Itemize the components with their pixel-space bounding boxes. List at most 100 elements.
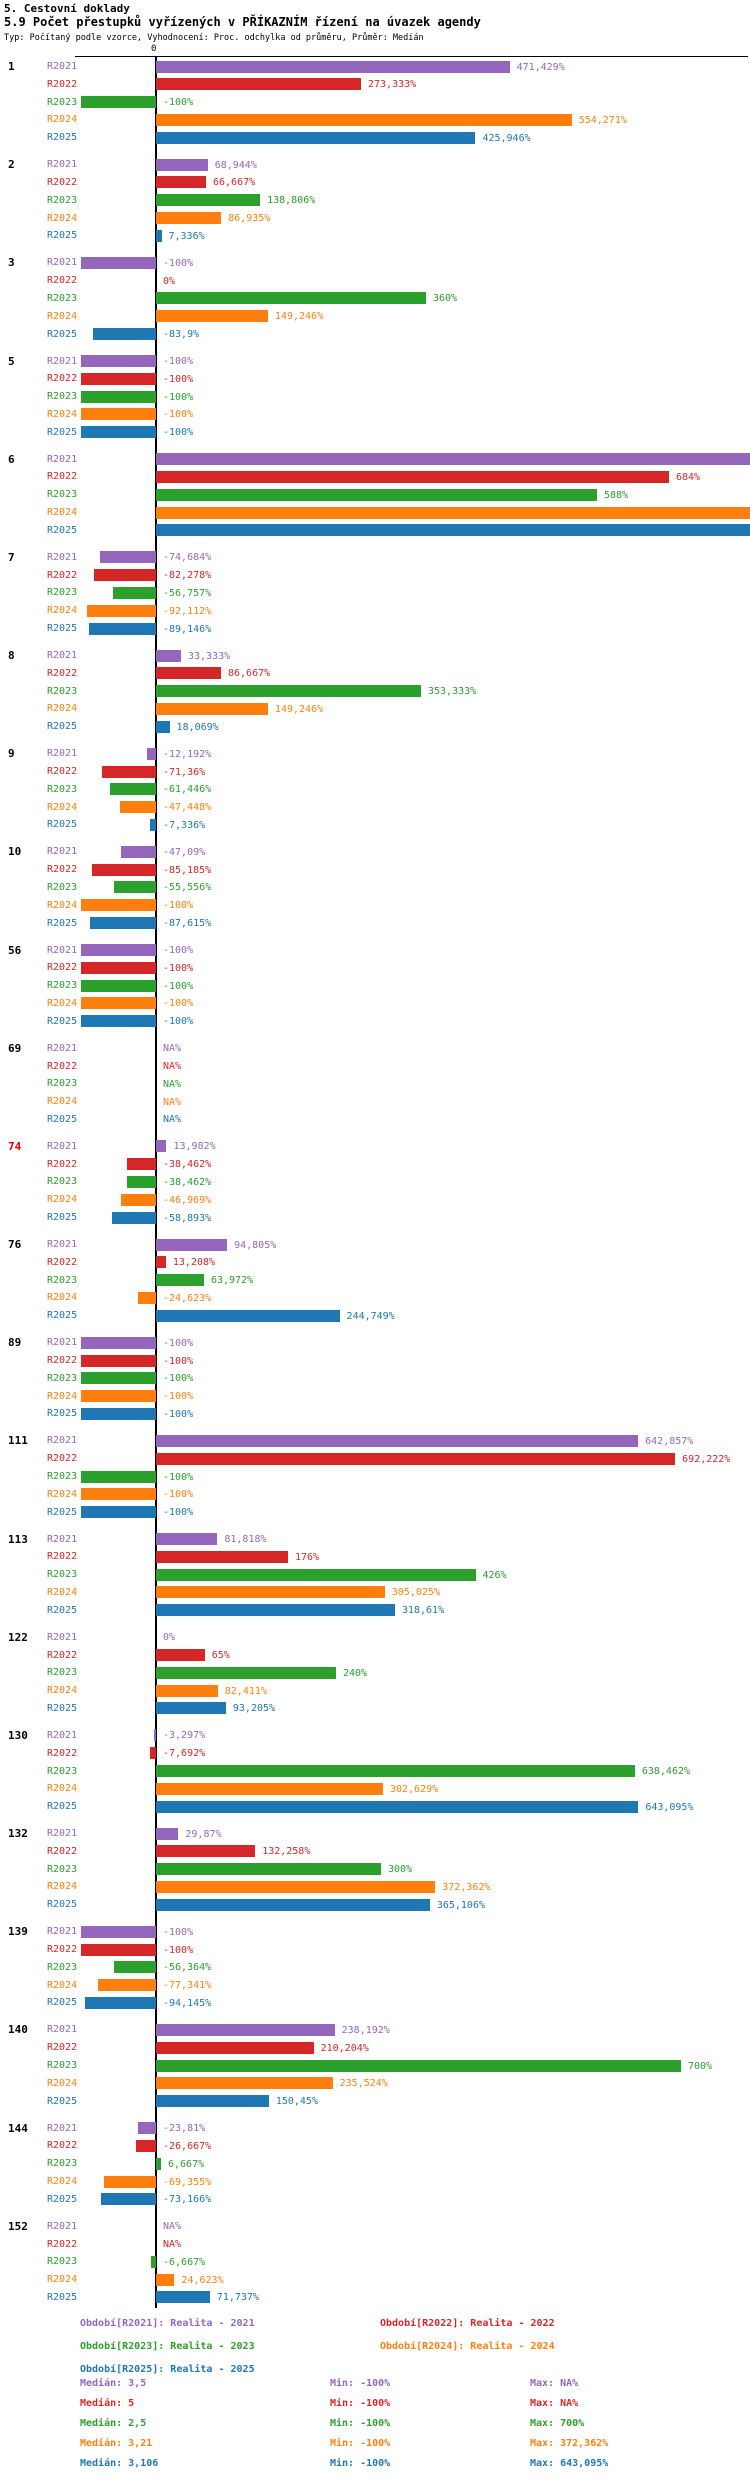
series-label-r2025: R2025 <box>47 623 78 635</box>
bar-row: R2023 63,972% <box>0 1272 750 1290</box>
bar-value-label: -92,112% <box>163 605 212 617</box>
series-label-r2022: R2022 <box>47 1944 78 1956</box>
series-label-r2023: R2023 <box>47 1765 78 1777</box>
bar-row: R2024 -24,623% <box>0 1289 750 1307</box>
bar-value-label: 71,737% <box>216 2292 259 2304</box>
bar-value-label: -3,297% <box>163 1730 206 1742</box>
group-label: 139 <box>8 1925 28 1939</box>
group-label: 9 <box>8 747 15 761</box>
bar-r2022 <box>156 1452 676 1465</box>
bar-value-label: -100% <box>163 1926 194 1938</box>
bar-value-label: 6,667% <box>168 2158 205 2170</box>
series-label-r2022: R2022 <box>47 1649 78 1661</box>
bar-r2021 <box>156 453 750 466</box>
bar-r2021 <box>156 1140 167 1153</box>
bar-row: 76 R2021 94,805% <box>0 1236 750 1254</box>
bar-row: R2023 588% <box>0 486 750 504</box>
bar-r2022 <box>135 2139 156 2152</box>
bar-r2025 <box>90 917 156 930</box>
bar-row: 152 R2021 NA% <box>0 2218 750 2236</box>
bar-value-label: 318,61% <box>401 1605 445 1617</box>
legend-item-r2025: Období[R2025]: Realita - 2025 <box>80 2364 255 2375</box>
bar-r2022 <box>150 1747 156 1760</box>
bar-row: R2022 273,333% <box>0 76 750 94</box>
stat-min-r2022: Min: -100% <box>330 2398 391 2409</box>
group-label: 8 <box>8 649 15 663</box>
bar-row: R2025 18,069% <box>0 718 750 736</box>
bar-row: 10 R2021 -47,09% <box>0 843 750 861</box>
series-label-r2023: R2023 <box>47 2158 78 2170</box>
bar-group-69: 69 R2021 NA% R2022 NA% R2023 NA% R2024 NA% R2025 N… <box>0 1040 750 1129</box>
bar-value-label: 0% <box>163 1632 176 1644</box>
bar-value-label: -77,341% <box>163 1980 212 1992</box>
bar-r2023 <box>114 881 156 894</box>
bar-value-label: -100% <box>163 257 194 269</box>
bar-row: R2022 13,208% <box>0 1254 750 1272</box>
bar-r2023 <box>156 194 261 207</box>
bar-group-111: 111 R2021 642,857% R2022 692,222% R2023 -100% R… <box>0 1432 750 1521</box>
bar-r2024 <box>156 212 222 225</box>
bar-row: R2024 149,246% <box>0 308 750 326</box>
bar-row: R2022 86,667% <box>0 665 750 683</box>
bar-value-label: 150,45% <box>275 2096 318 2108</box>
bar-r2022 <box>102 765 156 778</box>
bar-value-label: -69,355% <box>163 2176 212 2188</box>
bar-value-label: -100% <box>163 998 194 1010</box>
bar-r2023 <box>156 685 421 698</box>
series-label-r2025: R2025 <box>47 1702 78 1714</box>
bar-value-label: 300% <box>388 1864 413 1876</box>
series-label-r2021: R2021 <box>47 748 78 760</box>
group-label: 144 <box>8 2121 28 2135</box>
group-label: 89 <box>8 1336 22 1350</box>
bar-row: R2025 -87,615% <box>0 915 750 933</box>
series-label-r2025: R2025 <box>47 1899 78 1911</box>
bar-r2022 <box>156 78 361 91</box>
bar-value-label: -47,09% <box>163 846 206 858</box>
series-label-r2025: R2025 <box>47 2095 78 2107</box>
bar-r2023 <box>156 1568 476 1581</box>
series-label-r2021: R2021 <box>47 1140 78 1152</box>
bar-value-label: 149,246% <box>274 311 324 323</box>
bar-row: R2025 -100% <box>0 1013 750 1031</box>
series-label-r2023: R2023 <box>47 194 78 206</box>
bar-r2021 <box>81 1925 156 1938</box>
bar-group-74: 74 R2021 13,982% R2022 -38,462% R2023 -38,462%… <box>0 1138 750 1227</box>
series-label-r2024: R2024 <box>47 1096 78 1108</box>
series-label-r2025: R2025 <box>47 328 78 340</box>
bar-r2021 <box>81 256 156 269</box>
bar-value-label: 305,025% <box>391 1587 440 1599</box>
stat-median-r2021: Medián: 3,5 <box>80 2378 147 2389</box>
series-label-r2023: R2023 <box>47 685 78 697</box>
bar-r2025 <box>81 1015 156 1028</box>
bar-value-label: 68,944% <box>214 159 257 171</box>
series-label-r2021: R2021 <box>47 61 78 72</box>
bar-r2024 <box>120 801 156 814</box>
bar-row: R2023 -100% <box>0 1370 750 1388</box>
series-label-r2021: R2021 <box>47 2122 78 2134</box>
bar-value-label: 13,208% <box>172 1257 216 1269</box>
bar-r2022 <box>156 667 221 680</box>
bar-value-label: -56,364% <box>163 1962 212 1974</box>
series-label-r2021: R2021 <box>47 1239 78 1251</box>
series-label-r2024: R2024 <box>47 1685 78 1697</box>
series-label-r2022: R2022 <box>47 1453 78 1465</box>
bar-value-label: -24,623% <box>163 1292 212 1304</box>
series-label-r2025: R2025 <box>47 2193 78 2205</box>
bar-r2021 <box>156 1827 179 1840</box>
bar-r2021 <box>81 944 156 957</box>
group-label: 56 <box>8 943 22 957</box>
bar-r2023 <box>81 96 156 109</box>
series-label-r2025: R2025 <box>47 1604 78 1616</box>
bar-r2023 <box>156 2157 161 2170</box>
bar-r2021 <box>146 747 156 760</box>
bar-r2025 <box>150 818 156 831</box>
bar-row: R2023 240% <box>0 1664 750 1682</box>
bar-row: R2023 138,806% <box>0 192 750 210</box>
bar-r2023 <box>156 292 426 305</box>
series-label-r2024: R2024 <box>47 1390 78 1402</box>
series-label-r2023: R2023 <box>47 1863 78 1875</box>
series-label-r2025: R2025 <box>47 524 78 536</box>
bar-value-label: NA% <box>163 1061 182 1073</box>
series-label-r2021: R2021 <box>47 551 78 563</box>
series-label-r2021: R2021 <box>47 1533 78 1545</box>
